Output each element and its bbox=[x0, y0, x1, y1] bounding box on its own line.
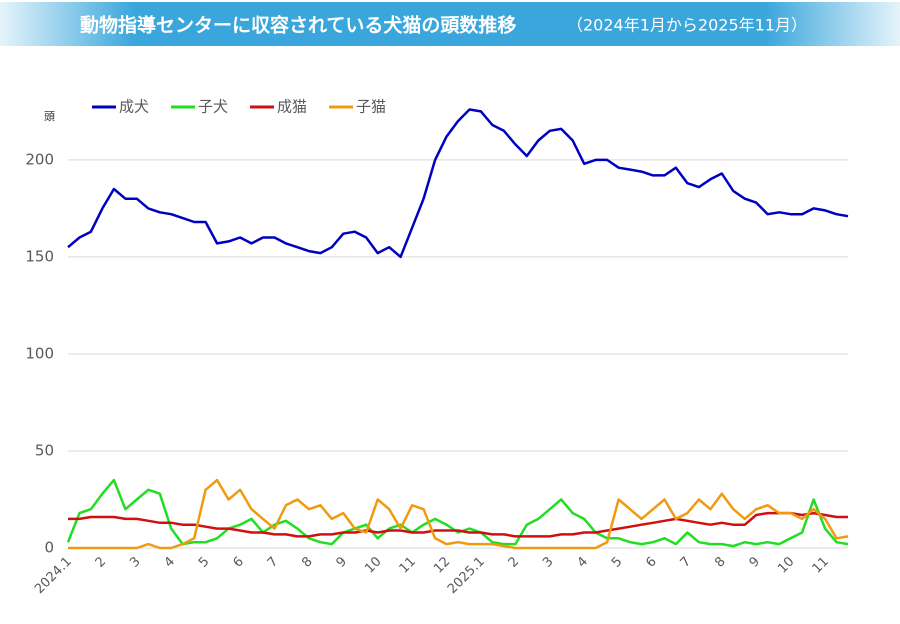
x-tick-label: 3 bbox=[127, 554, 143, 570]
x-tick-label: 4 bbox=[162, 554, 178, 570]
x-tick-label: 2024.1 bbox=[32, 554, 75, 597]
x-tick-label: 7 bbox=[678, 554, 694, 570]
x-tick-label: 4 bbox=[575, 554, 591, 570]
x-tick-label: 11 bbox=[810, 554, 832, 576]
legend-label: 子犬 bbox=[198, 98, 228, 116]
y-tick-label: 50 bbox=[35, 441, 54, 459]
x-tick-label: 5 bbox=[196, 554, 212, 570]
x-tick-label: 10 bbox=[362, 554, 384, 576]
legend-label: 成犬 bbox=[119, 98, 149, 116]
x-tick-label: 6 bbox=[230, 554, 246, 570]
series-line bbox=[66, 478, 849, 548]
chart-title: 動物指導センターに収容されている犬猫の頭数推移 bbox=[80, 14, 516, 37]
x-tick-label: 3 bbox=[540, 554, 556, 570]
x-tick-label: 10 bbox=[775, 554, 797, 576]
y-axis-label: 頭 bbox=[44, 110, 55, 123]
x-tick-label: 8 bbox=[299, 554, 315, 570]
y-tick-label: 0 bbox=[44, 539, 54, 557]
x-tick-label: 2 bbox=[506, 554, 522, 570]
x-tick-label: 7 bbox=[265, 554, 281, 570]
x-tick-label: 9 bbox=[747, 554, 763, 570]
x-tick-label: 9 bbox=[334, 554, 350, 570]
series-line bbox=[68, 478, 849, 550]
chart-subtitle: （2024年1月から2025年11月） bbox=[567, 16, 807, 35]
x-tick-label: 2025.1 bbox=[445, 554, 488, 597]
x-tick-label: 12 bbox=[431, 554, 453, 576]
x-tick-label: 11 bbox=[397, 554, 419, 576]
x-tick-label: 2 bbox=[93, 554, 109, 570]
x-tick-label: 8 bbox=[712, 554, 728, 570]
header-band bbox=[0, 2, 900, 46]
x-tick-label: 5 bbox=[609, 554, 625, 570]
series-line bbox=[67, 108, 849, 259]
y-tick-label: 100 bbox=[25, 344, 54, 362]
x-tick-label: 6 bbox=[643, 554, 659, 570]
y-tick-label: 150 bbox=[25, 247, 54, 265]
y-tick-label: 200 bbox=[25, 150, 54, 168]
legend-label: 成猫 bbox=[277, 98, 307, 116]
legend-label: 子猫 bbox=[356, 98, 386, 116]
